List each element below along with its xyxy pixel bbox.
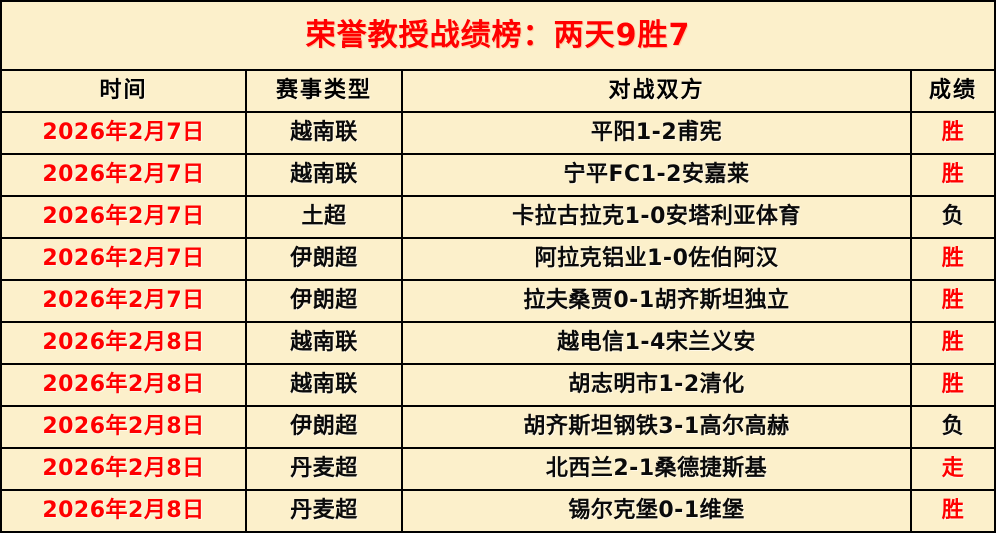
cell-type: 伊朗超 [247,407,403,447]
cell-type: 越南联 [247,113,403,153]
cell-type: 丹麦超 [247,491,403,531]
cell-date: 2026年2月7日 [2,155,247,195]
page-title: 荣誉教授战绩榜：两天9胜7 [305,17,691,53]
cell-result: 负 [941,414,965,439]
cell-type: 越南联 [247,323,403,363]
cell-date: 2026年2月8日 [2,407,247,447]
cell-type: 丹麦超 [247,449,403,489]
table-row: 2026年2月8日 丹麦超 锡尔克堡0-1维堡 胜 [2,491,994,531]
table-row: 2026年2月7日 伊朗超 拉夫桑贾0-1胡齐斯坦独立 胜 [2,281,994,323]
column-header-type: 赛事类型 [247,71,403,111]
cell-result: 胜 [941,372,965,397]
cell-result: 胜 [941,120,965,145]
cell-result: 胜 [941,498,965,523]
cell-match: 阿拉克铝业1-0佐伯阿汉 [403,239,912,279]
cell-date: 2026年2月8日 [2,323,247,363]
cell-type: 越南联 [247,155,403,195]
cell-type: 伊朗超 [247,239,403,279]
cell-result: 负 [941,204,965,229]
cell-match: 卡拉古拉克1-0安塔利亚体育 [403,197,912,237]
column-header-date: 时间 [2,71,247,111]
table-row: 2026年2月8日 丹麦超 北西兰2-1桑德捷斯基 走 [2,449,994,491]
cell-result: 走 [941,456,965,481]
table-row: 2026年2月8日 越南联 越电信1-4宋兰义安 胜 [2,323,994,365]
table-row: 2026年2月7日 越南联 平阳1-2甫宪 胜 [2,113,994,155]
cell-date: 2026年2月8日 [2,449,247,489]
cell-type: 越南联 [247,365,403,405]
cell-match: 平阳1-2甫宪 [403,113,912,153]
cell-result: 胜 [941,288,965,313]
cell-date: 2026年2月8日 [2,491,247,531]
cell-type: 土超 [247,197,403,237]
column-header-match: 对战双方 [403,71,912,111]
cell-date: 2026年2月7日 [2,281,247,321]
table-row: 2026年2月7日 土超 卡拉古拉克1-0安塔利亚体育 负 [2,197,994,239]
table-row: 2026年2月7日 伊朗超 阿拉克铝业1-0佐伯阿汉 胜 [2,239,994,281]
cell-match: 胡齐斯坦钢铁3-1高尔高赫 [403,407,912,447]
page-title-bar: 荣誉教授战绩榜：两天9胜7 [2,2,994,71]
cell-type: 伊朗超 [247,281,403,321]
cell-match: 锡尔克堡0-1维堡 [403,491,912,531]
cell-result: 胜 [941,330,965,355]
table-header-row: 时间 赛事类型 对战双方 成绩 [2,71,994,113]
cell-result: 胜 [941,162,965,187]
cell-match: 宁平FC1-2安嘉莱 [403,155,912,195]
column-header-result: 成绩 [928,78,977,103]
table-row: 2026年2月8日 越南联 胡志明市1-2清化 胜 [2,365,994,407]
cell-match: 越电信1-4宋兰义安 [403,323,912,363]
results-table: 时间 赛事类型 对战双方 成绩 2026年2月7日 越南联 平阳1-2甫宪 胜 … [2,71,994,531]
cell-result: 胜 [941,246,965,271]
table-row: 2026年2月8日 伊朗超 胡齐斯坦钢铁3-1高尔高赫 负 [2,407,994,449]
cell-date: 2026年2月7日 [2,113,247,153]
cell-match: 北西兰2-1桑德捷斯基 [403,449,912,489]
cell-date: 2026年2月7日 [2,197,247,237]
cell-match: 拉夫桑贾0-1胡齐斯坦独立 [403,281,912,321]
cell-date: 2026年2月7日 [2,239,247,279]
cell-date: 2026年2月8日 [2,365,247,405]
cell-match: 胡志明市1-2清化 [403,365,912,405]
table-row: 2026年2月7日 越南联 宁平FC1-2安嘉莱 胜 [2,155,994,197]
